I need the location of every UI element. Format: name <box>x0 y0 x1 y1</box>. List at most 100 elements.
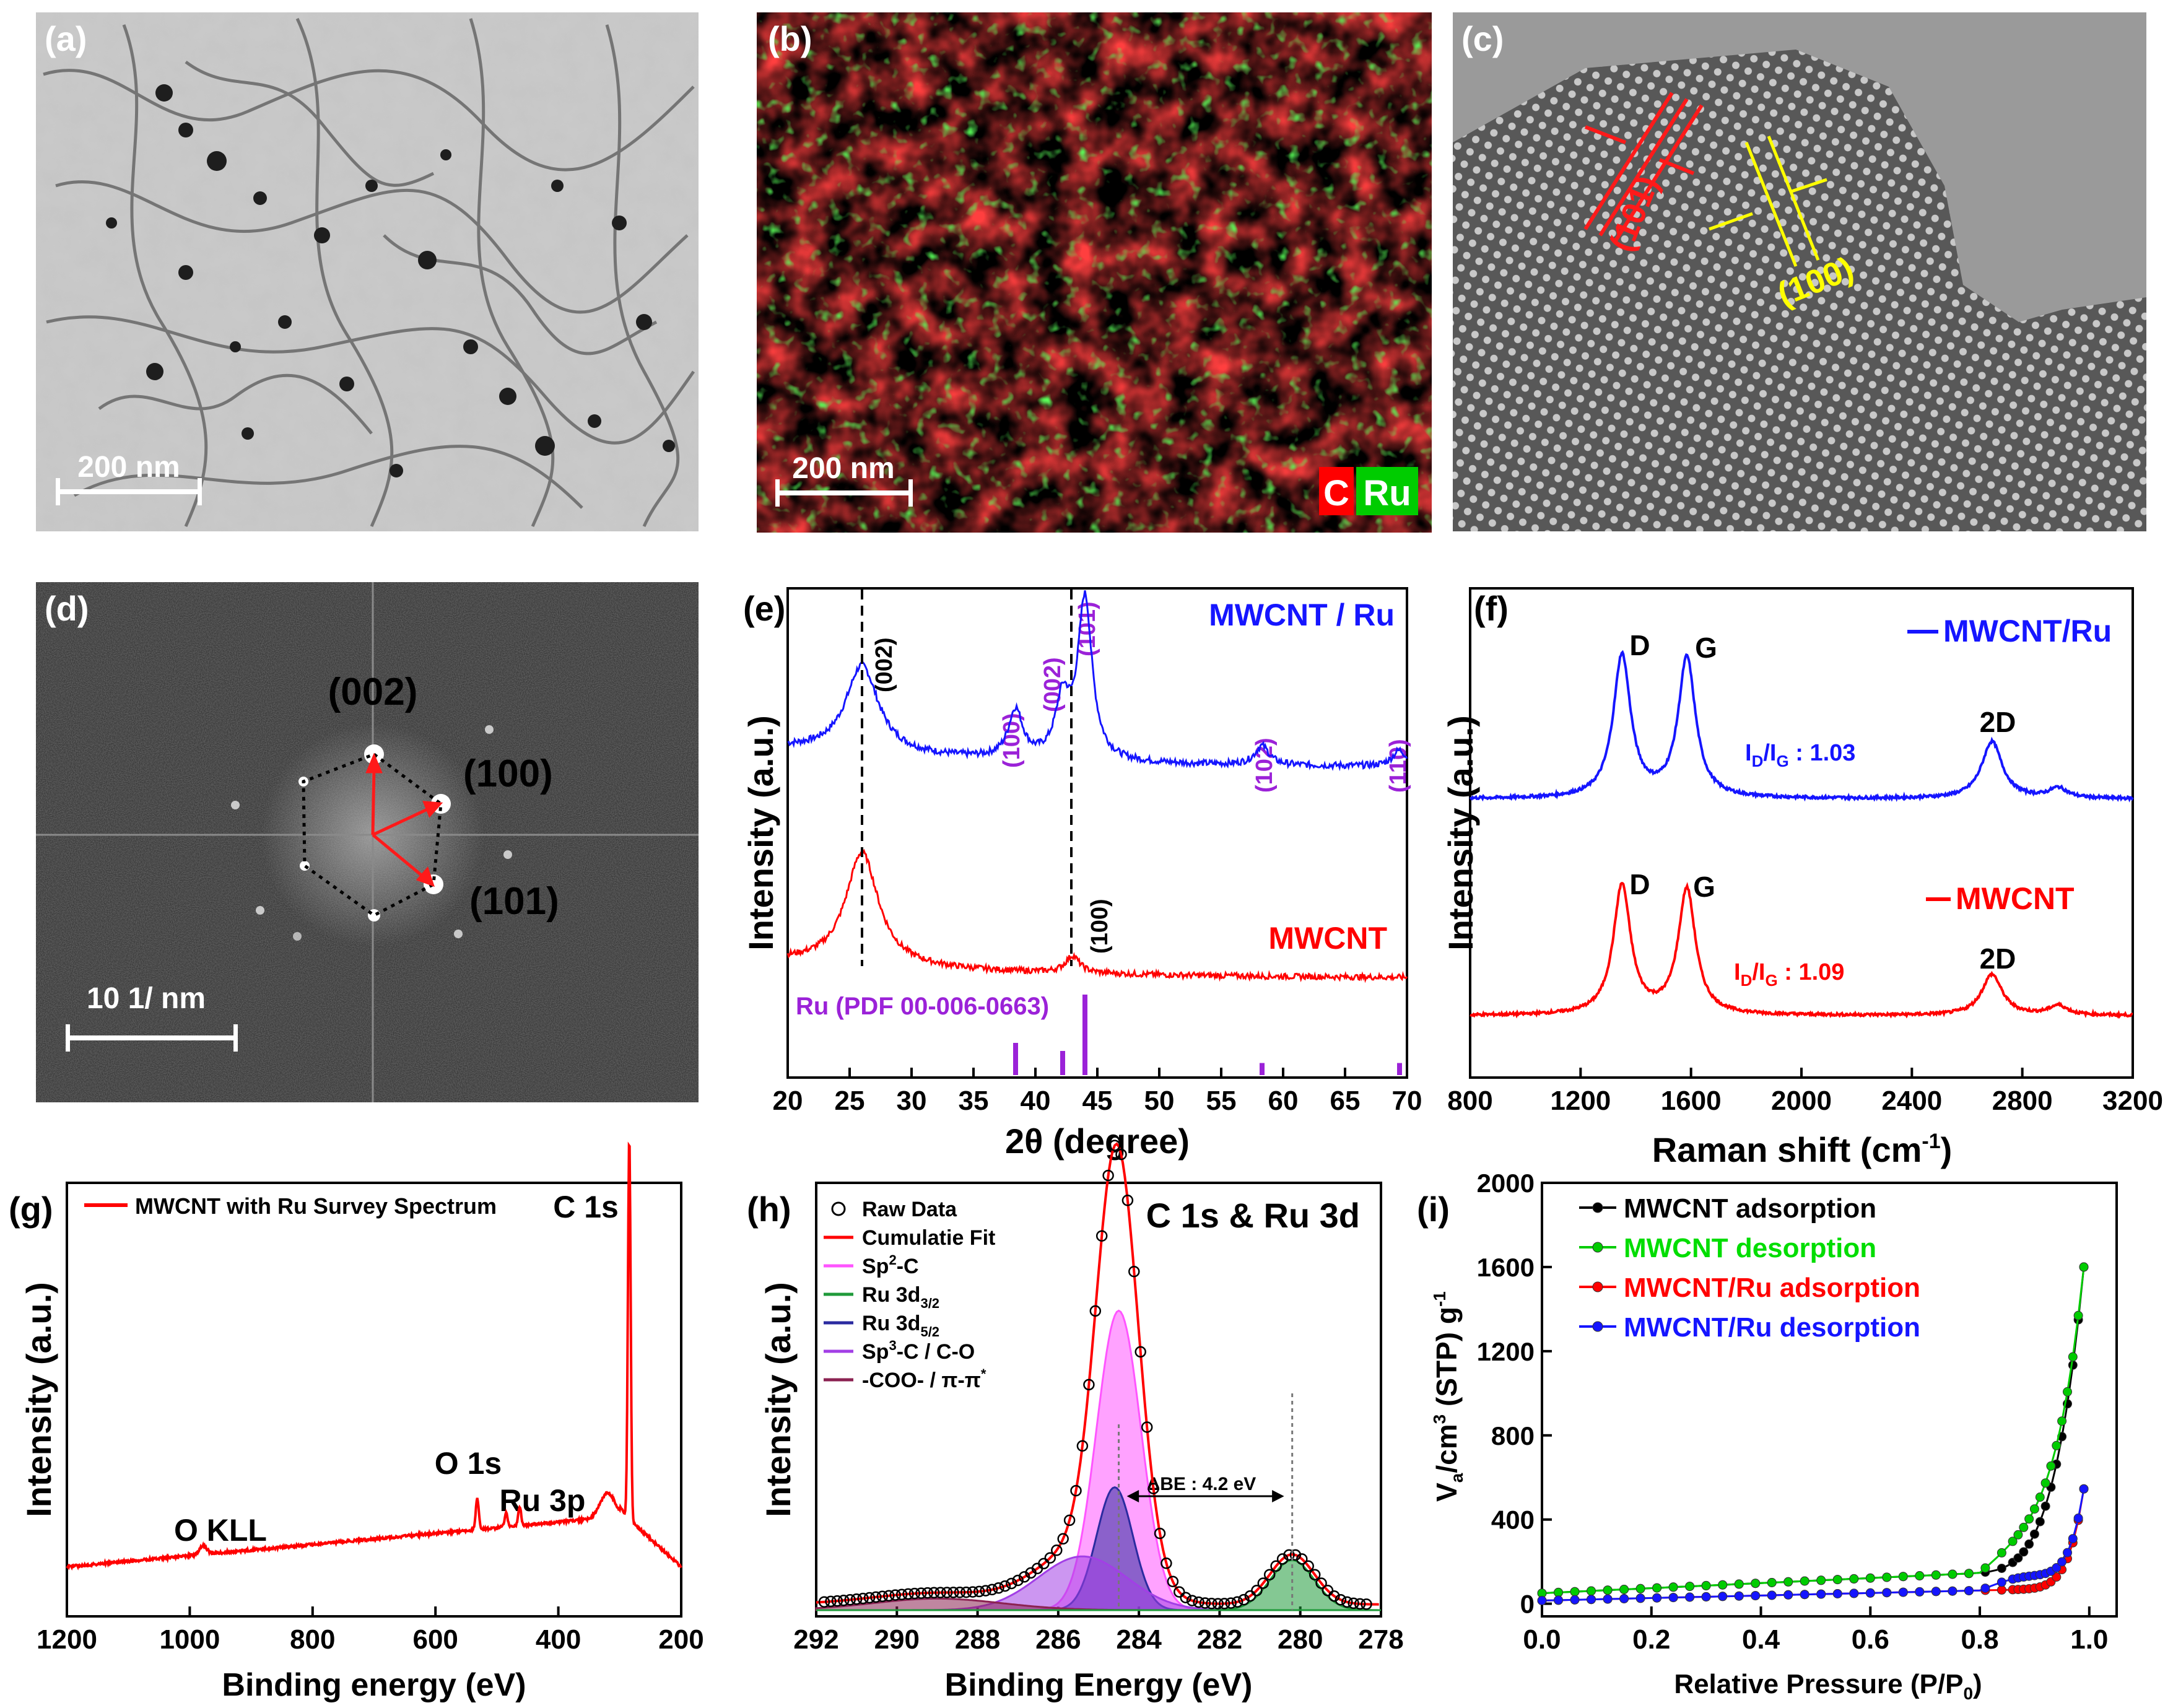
raw-data-point <box>1154 1527 1166 1540</box>
raw-data-point <box>1012 1574 1024 1587</box>
isotherm-point <box>1537 1596 1547 1605</box>
y-tick-label: 1200 <box>1477 1337 1535 1366</box>
raw-data-point <box>1108 1139 1121 1151</box>
scale-bar-a <box>56 489 202 494</box>
x-tick-label: 1000 <box>159 1624 220 1655</box>
raw-data-point <box>1328 1590 1340 1602</box>
x-tick-label: 1.0 <box>2070 1624 2108 1655</box>
ylabel-i-v: V <box>1431 1483 1463 1502</box>
chart-i-bet: (i) Va/cm3 (STP) g-1 Relative Pressure (… <box>1417 1169 2118 1703</box>
series-line-mwcnt <box>1470 882 2133 1019</box>
x-axis-label-e: 2θ (degree) <box>1005 1122 1190 1161</box>
isotherm-point <box>1997 1564 2006 1573</box>
arrow-head-right <box>1272 1490 1284 1502</box>
x-tick-label: 0.4 <box>1742 1624 1780 1655</box>
isotherm-point <box>1997 1577 2006 1587</box>
x-tick-label: 278 <box>1358 1624 1403 1655</box>
raw-data-point <box>831 1595 843 1607</box>
raw-data-point <box>1296 1553 1308 1565</box>
panel-tag-a: (a) <box>45 19 87 58</box>
x-tick-label: 20 <box>773 1086 803 1116</box>
x-axis-label-i: Relative Pressure (P/P0) <box>1674 1669 1982 1703</box>
isotherm-point <box>1767 1590 1777 1600</box>
raw-data-point <box>999 1580 1011 1592</box>
x-tick-label: 800 <box>1447 1086 1492 1116</box>
raw-data-point <box>825 1595 837 1608</box>
isotherm-point <box>1734 1579 1744 1589</box>
panel-c: (c) (101) (100) <box>1453 12 2146 531</box>
panel-tag-f: (f) <box>1474 589 1509 628</box>
isotherm-point <box>1668 1593 1678 1603</box>
isotherm-point <box>1915 1571 1925 1580</box>
raw-data-point <box>1212 1598 1224 1610</box>
raw-data-point <box>973 1585 985 1598</box>
x-tick-label: 600 <box>412 1624 458 1655</box>
x-tick-label: 30 <box>897 1086 927 1116</box>
x-tick-label: 288 <box>955 1624 1000 1655</box>
raw-data-point <box>1354 1598 1366 1610</box>
legend-label-i: MWCNT desorption <box>1624 1233 1876 1263</box>
isotherm-point <box>2040 1501 2050 1511</box>
isotherm-line <box>1541 1488 2085 1601</box>
isotherm-point <box>1701 1592 1711 1601</box>
raw-data-point <box>883 1590 895 1601</box>
x-tick-label: 292 <box>793 1624 838 1655</box>
peak-label-o1s: O 1s <box>435 1446 502 1481</box>
isotherm-point <box>1734 1591 1744 1601</box>
raw-data-point <box>1083 1379 1095 1391</box>
raw-data-point <box>838 1594 850 1606</box>
raw-data-point <box>1102 1169 1114 1182</box>
raw-data-point <box>1225 1597 1237 1609</box>
legend-fit: Cumulatie Fit <box>862 1226 995 1250</box>
peak-label-ru3p: Ru 3p <box>500 1483 586 1518</box>
ratio-i3: I <box>1734 959 1741 985</box>
isotherm-point <box>1832 1589 1842 1598</box>
isotherm-point <box>1619 1585 1629 1594</box>
y-axis-label-e: Intensity (a.u.) <box>741 715 780 951</box>
legend-marker-raw <box>831 1201 846 1216</box>
series-label-mwcnt-ru: MWCNT / Ru <box>1209 598 1395 632</box>
delta-be-label: ΔBE : 4.2 eV <box>1147 1474 1256 1494</box>
nanotube-network <box>43 17 695 528</box>
x-tick-label: 2800 <box>1992 1086 2053 1116</box>
peak-d-ru: D <box>1629 629 1650 661</box>
isotherm-point <box>1701 1580 1711 1590</box>
raw-data-point <box>1174 1586 1185 1598</box>
chart-g-xps-survey: (g) Intensity (a.u.) Binding energy (eV)… <box>9 1141 704 1703</box>
reference-label: Ru (PDF 00-006-0663) <box>796 993 1049 1020</box>
ylabel-i-mid: (STP) g <box>1431 1307 1463 1414</box>
anno-c100: (100) <box>1087 899 1113 954</box>
isotherm-point <box>2057 1416 2067 1426</box>
isotherm-point <box>2052 1572 2062 1582</box>
chart-h-xps-c1s: (h) Intensity (a.u.) Binding Energy (eV)… <box>747 1139 1404 1703</box>
isotherm-point <box>1800 1590 1809 1600</box>
legend-label-i: MWCNT adsorption <box>1624 1193 1876 1224</box>
y-axis-label-f: Intensity (a.u.) <box>1441 715 1480 951</box>
panel-tag-i: (i) <box>1417 1190 1450 1229</box>
series-label-mwcnt-e: MWCNT <box>1268 921 1387 956</box>
x-tick-label: 55 <box>1206 1086 1237 1116</box>
x-tick-label: 45 <box>1082 1086 1113 1116</box>
isotherm-point <box>2079 1262 2089 1272</box>
raw-data-point <box>818 1596 830 1608</box>
isotherm-point <box>2052 1440 2062 1450</box>
isotherm-point <box>1865 1588 1875 1598</box>
legend-h: Raw Data Cumulatie Fit Sp2-C Ru 3d3/2 Ru… <box>824 1198 995 1392</box>
series-line-survey <box>66 1141 682 1571</box>
raw-data-point <box>1193 1596 1204 1608</box>
ratio-value-mwcnt: 1.09 <box>1798 959 1844 985</box>
y-tick-label: 2000 <box>1477 1169 1535 1198</box>
raw-data-point <box>1341 1596 1353 1608</box>
x-tick-label: 800 <box>290 1624 335 1655</box>
raw-data-point <box>1199 1597 1211 1609</box>
chart-f-raman: (f) Intensity (a.u.) Raman shift (cm-1) … <box>1441 587 2163 1169</box>
raw-data-point <box>1186 1595 1198 1606</box>
isotherm-point <box>2024 1514 2034 1524</box>
isotherm-point <box>2068 1534 2078 1544</box>
xlabel-i-text: Relative Pressure (P/P <box>1674 1669 1963 1699</box>
raw-data-point <box>1051 1545 1063 1556</box>
ratio-sep: : <box>1789 740 1810 766</box>
legend-marker-i <box>1592 1202 1603 1213</box>
x-tick-label: 0.2 <box>1632 1624 1670 1655</box>
xlabel-i-end: ) <box>1973 1669 1982 1699</box>
